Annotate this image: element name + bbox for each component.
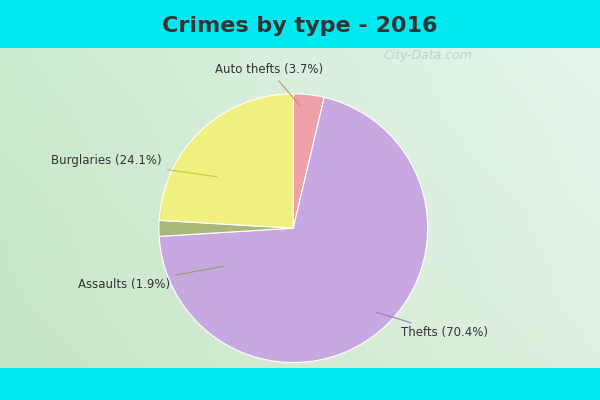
Wedge shape: [159, 97, 428, 362]
Text: Thefts (70.4%): Thefts (70.4%): [377, 312, 488, 340]
Text: Auto thefts (3.7%): Auto thefts (3.7%): [215, 63, 323, 105]
Text: Assaults (1.9%): Assaults (1.9%): [77, 266, 223, 291]
Wedge shape: [159, 94, 293, 228]
Text: Crimes by type - 2016: Crimes by type - 2016: [162, 16, 438, 36]
Wedge shape: [293, 94, 324, 228]
Wedge shape: [159, 220, 293, 236]
Text: Burglaries (24.1%): Burglaries (24.1%): [51, 154, 217, 177]
Text: City-Data.com: City-Data.com: [383, 50, 472, 62]
